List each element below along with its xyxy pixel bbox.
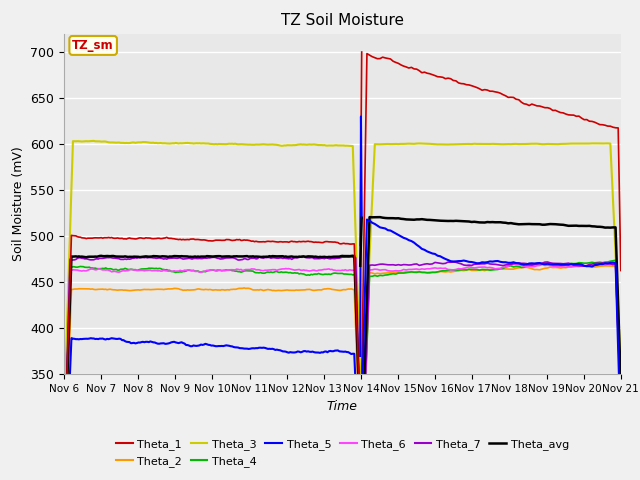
Title: TZ Soil Moisture: TZ Soil Moisture — [281, 13, 404, 28]
Legend: Theta_1, Theta_2, Theta_3, Theta_4, Theta_5, Theta_6, Theta_7, Theta_avg: Theta_1, Theta_2, Theta_3, Theta_4, Thet… — [111, 435, 573, 471]
Text: TZ_sm: TZ_sm — [72, 39, 114, 52]
X-axis label: Time: Time — [327, 400, 358, 413]
Y-axis label: Soil Moisture (mV): Soil Moisture (mV) — [12, 146, 25, 262]
